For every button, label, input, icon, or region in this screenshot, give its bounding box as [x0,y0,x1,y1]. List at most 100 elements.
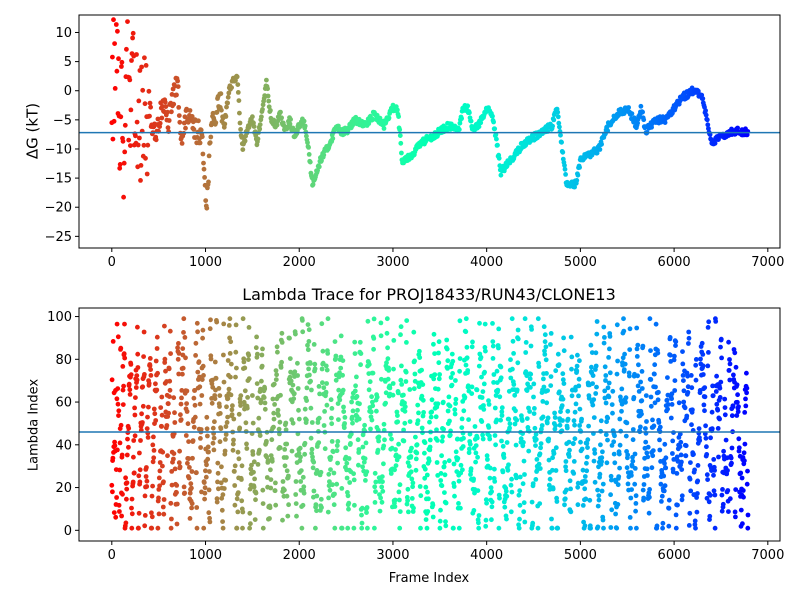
lambda-point [336,387,342,393]
lambda-point [592,479,598,485]
lambda-point [132,412,138,418]
lambda-point [129,525,135,531]
delta-g-point [133,133,138,139]
lambda-point [273,502,279,508]
lambda-point [632,466,638,471]
lambda-point [576,393,581,399]
lambda-point [112,439,117,445]
delta-g-point [112,41,117,46]
lambda-point [398,324,404,330]
lambda-point [408,469,414,475]
lambda-point [553,445,559,451]
lambda-point [369,394,374,400]
lambda-point [508,482,514,488]
lambda-point [335,401,341,406]
lambda-point [370,370,376,376]
lambda-point [492,433,498,438]
lambda-point [510,366,515,372]
lambda-point [289,448,295,454]
lambda-point [374,408,379,414]
delta-g-point [191,126,197,132]
delta-g-point [268,108,273,113]
lambda-point [643,393,649,398]
lambda-point [122,321,127,327]
lambda-point [110,339,116,344]
lambda-point [306,327,312,333]
lambda-point [123,475,128,481]
lambda-point [541,324,547,330]
lambda-point [113,514,119,520]
lambda-point [665,406,670,412]
lambda-point [345,493,351,499]
lambda-point [192,414,198,420]
lambda-point [599,488,605,494]
delta-g-point [662,120,668,125]
lambda-point [373,479,379,485]
lambda-point [602,335,607,340]
lambda-point [291,396,297,402]
lambda-point [452,407,458,413]
lambda-point [411,386,417,392]
delta-g-point [641,117,647,123]
lambda-point [685,373,690,379]
lambda-point [177,464,183,470]
lambda-point [706,319,712,325]
x-tick-label: 0 [108,255,116,270]
lambda-point [695,491,700,496]
delta-g-point [139,64,145,70]
lambda-point [669,391,675,397]
lambda-point [287,335,292,341]
lambda-point [155,370,161,376]
lambda-point [681,378,686,383]
lambda-point [262,406,268,412]
delta-g-point [288,117,293,122]
lambda-point [278,392,283,398]
lambda-point [374,394,380,400]
lambda-point [744,481,750,487]
lambda-point [517,516,522,522]
lambda-point [309,387,314,393]
lambda-point [687,476,693,482]
lambda-point [312,361,318,367]
lambda-point [232,502,238,508]
lambda-point [422,450,427,456]
lambda-point [534,457,540,462]
lambda-point [579,416,584,422]
lambda-point [253,345,259,351]
lambda-point [670,451,675,456]
lambda-point [329,415,334,421]
lambda-point [613,511,618,517]
lambda-point [123,520,129,526]
lambda-point [419,425,425,431]
lambda-point [439,453,444,459]
lambda-point [690,407,695,413]
lambda-point [183,433,189,438]
lambda-point [582,486,588,492]
lambda-point [344,475,350,481]
lambda-point [193,340,199,346]
lambda-point [300,502,306,508]
lambda-point [407,387,413,392]
lambda-point [444,337,450,343]
lambda-point [272,402,277,407]
lambda-point [364,510,369,515]
lambda-point [490,343,496,349]
lambda-point [665,402,671,407]
lambda-x-axis-label: Frame Index [389,571,470,586]
lambda-point [713,319,719,324]
lambda-axes-frame [78,307,781,542]
x-tick-label: 5000 [564,255,597,270]
delta-g-point [562,163,567,168]
lambda-point [732,350,738,356]
lambda-point [693,377,699,383]
lambda-point [206,449,211,455]
delta-g-point [219,107,224,113]
lambda-point [436,376,442,382]
lambda-point [603,432,609,438]
delta-g-point [143,63,149,68]
lambda-point [541,384,547,390]
lambda-point [536,364,542,369]
lambda-point [401,427,406,433]
lambda-point [202,496,208,502]
lambda-point [687,510,693,516]
